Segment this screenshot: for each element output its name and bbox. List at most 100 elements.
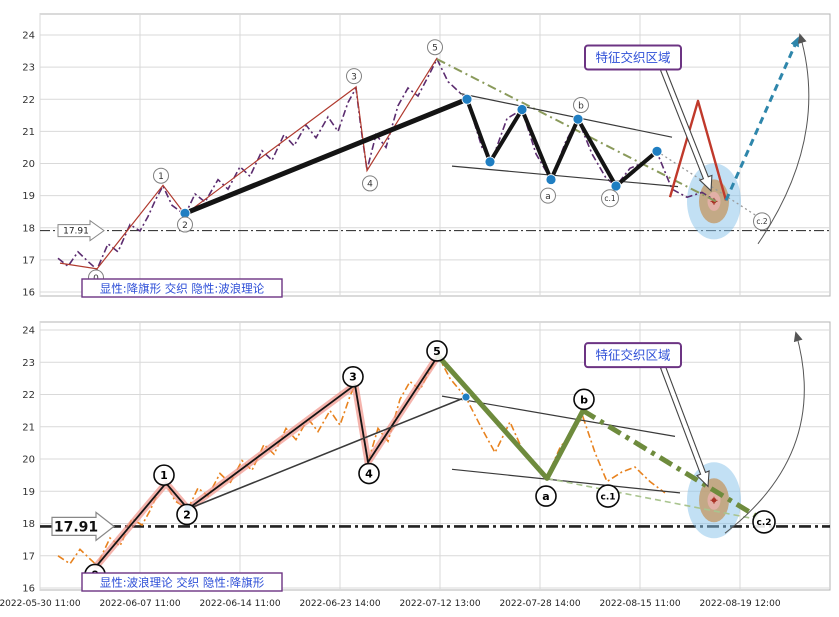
target-bullseye — [687, 462, 741, 539]
series-price-purple — [57, 57, 716, 271]
x-tick-label: 2022-07-28 14:00 — [499, 599, 580, 609]
series-red-spike — [668, 99, 728, 201]
y-tick-label: 17 — [22, 551, 35, 562]
series-impulse-salmon — [93, 352, 442, 569]
y-tick-label: 22 — [22, 95, 35, 106]
y-tick-label: 20 — [22, 455, 35, 466]
y-tick-label: 21 — [22, 422, 35, 433]
x-tick-label: 2022-08-19 12:00 — [699, 599, 780, 609]
series-channel-upper — [459, 92, 673, 138]
y-tick-label: 16 — [22, 584, 35, 595]
x-tick-label: 2022-06-07 11:00 — [99, 599, 180, 609]
caption-box — [81, 278, 283, 298]
y-tick-label: 24 — [22, 31, 35, 42]
wave-label-circle — [596, 484, 620, 508]
wave-label-circle — [752, 510, 776, 534]
series-channel-lower — [451, 165, 679, 188]
wave-label-text: a — [545, 192, 551, 202]
wave-label-circle — [362, 175, 378, 192]
wave-label-circle — [153, 167, 169, 184]
panel-bottom: 161718192021222324012345abc.1c.2特征交织区域显性… — [22, 321, 831, 595]
price-tag-arrow — [57, 219, 105, 242]
y-tick-label: 19 — [22, 191, 35, 202]
series-trendline — [187, 396, 467, 510]
wave-label-circle — [342, 365, 364, 388]
series-correction-dashdot — [581, 408, 764, 522]
wave-label-text: a — [542, 490, 549, 503]
region-label-box — [584, 44, 682, 71]
bullseye-cross-icon — [710, 496, 718, 504]
pivot-marker — [610, 180, 622, 192]
region-label-text: 特征交织区域 — [595, 348, 670, 363]
wave-label-text: 1 — [158, 172, 164, 182]
caption-text: 显性:波浪理论 交织 隐性:降旗形 — [100, 576, 265, 590]
panel-border — [39, 13, 831, 297]
pivot-marker — [572, 113, 584, 125]
y-tick-label: 20 — [22, 159, 35, 170]
region-pointer-arrow — [659, 67, 713, 193]
y-tick-label: 24 — [22, 326, 35, 337]
y-tick-label: 22 — [22, 390, 35, 401]
x-tick-label: 2022-07-12 13:00 — [399, 599, 480, 609]
wave-label-text: c.2 — [756, 518, 771, 528]
wave-label-circle — [427, 39, 443, 56]
y-tick-label: 19 — [22, 487, 35, 498]
wave-label-text: c.2 — [756, 217, 768, 226]
wave-label-text: 3 — [349, 371, 357, 384]
pivot-marker — [516, 104, 528, 115]
curved-forecast-arrow — [724, 331, 805, 534]
x-axis-labels: 2022-05-30 11:00 2022-06-07 11:00 2022-06-… — [0, 599, 781, 609]
y-tick-label: 23 — [22, 63, 35, 74]
wave-label-circle — [601, 189, 619, 208]
wave-label-text: 5 — [432, 43, 438, 53]
wave-label-circle — [535, 485, 557, 507]
panel-top: 161718192021222324012345abc.1c.2特征交织区域显性… — [22, 13, 831, 299]
series-flag-pole — [182, 96, 470, 216]
wave-label-text: 2 — [183, 508, 191, 521]
series-olive-diagonal — [436, 58, 717, 203]
wave-label-text: 5 — [433, 345, 441, 358]
caption-text: 显性:降旗形 交织 隐性:波浪理论 — [100, 282, 265, 296]
wave-label-circle — [573, 388, 595, 411]
wave-label-text: 4 — [365, 467, 373, 480]
y-tick-label: 18 — [22, 519, 35, 530]
region-label-box — [584, 342, 682, 369]
wave-label-circle — [177, 216, 193, 233]
x-tick-label: 2022-06-23 14:00 — [299, 599, 380, 609]
wave-label-text: 4 — [367, 180, 373, 190]
price-tag-arrow — [51, 511, 115, 542]
wave-label-text: 3 — [351, 72, 357, 82]
region-pointer-arrow — [659, 365, 710, 488]
wave-label-circle — [358, 462, 380, 485]
wave-label-text: b — [578, 101, 584, 111]
wave-label-circle — [153, 464, 175, 486]
series-price-orange — [57, 354, 666, 567]
y-tick-label: 23 — [22, 358, 35, 369]
wave-label-circle — [176, 503, 198, 526]
series-flag-zigzag — [465, 97, 659, 188]
pivot-marker — [545, 174, 557, 185]
pivot-marker — [651, 145, 663, 157]
wave-label-circle — [346, 68, 362, 85]
series-impulse-black — [96, 355, 439, 566]
y-tick-label: 16 — [22, 288, 35, 299]
wave-label-circle — [573, 97, 589, 114]
pivot-marker — [461, 392, 471, 402]
y-tick-label: 18 — [22, 223, 35, 234]
series-correction-dashed — [546, 477, 763, 522]
reference-price-label: 17.91 — [54, 519, 98, 535]
pivot-marker — [484, 156, 496, 168]
x-tick-label: 2022-06-14 11:00 — [199, 599, 280, 609]
series-channel-lower — [451, 468, 681, 494]
region-label-text: 特征交织区域 — [595, 50, 670, 65]
series-forecast-arrow — [724, 36, 800, 202]
pivot-marker — [461, 93, 473, 105]
series-gray-dotted-projection — [656, 150, 765, 222]
series-correction-solid — [435, 353, 586, 481]
wave-label-text: 1 — [160, 469, 168, 482]
wave-label-circle — [426, 340, 448, 362]
caption-box — [81, 572, 283, 592]
x-tick-label: 2022-05-30 11:00 — [0, 599, 81, 609]
